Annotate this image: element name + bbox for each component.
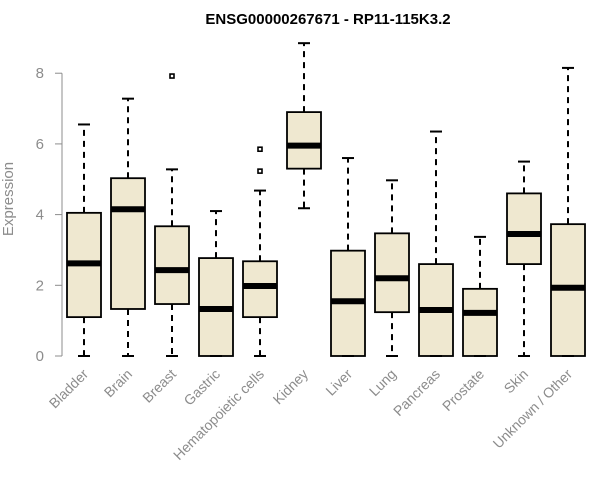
iqr-box [374, 232, 410, 314]
x-tick-label: Skin [501, 366, 532, 397]
iqr-box [242, 260, 278, 319]
box-lung [374, 179, 410, 357]
box-breast [154, 73, 190, 357]
x-tick-label: Brain [101, 366, 135, 400]
box-skin [506, 160, 542, 357]
iqr-box [110, 177, 146, 310]
chart-title: ENSG00000267671 - RP11-115K3.2 [205, 11, 450, 28]
x-tick-label: Kidney [270, 366, 312, 408]
box-liver [330, 157, 366, 357]
box-gastric [198, 210, 234, 357]
x-tick-label: Pancreas [390, 366, 443, 419]
y-axis-ticks: 0 2 4 6 8 [36, 65, 62, 365]
box-hematopoietic-cells [242, 146, 278, 357]
y-tick-label: 4 [36, 207, 44, 224]
y-tick-label: 0 [36, 348, 44, 365]
box-bladder [66, 123, 102, 357]
x-tick-label: Lung [366, 366, 399, 399]
box-unknown-other [550, 66, 586, 357]
box-prostate [462, 235, 498, 357]
boxes [66, 42, 586, 357]
box-pancreas [418, 130, 454, 357]
x-tick-label: Prostate [439, 366, 487, 414]
y-axis-label: Expression [0, 162, 17, 236]
x-tick-label: Bladder [46, 366, 92, 412]
y-tick-label: 2 [36, 277, 44, 294]
x-tick-label: Liver [322, 366, 355, 399]
outlier-point [257, 146, 263, 153]
outlier-point [169, 73, 175, 79]
box-kidney [286, 42, 322, 210]
x-tick-label: Unknown / Other [490, 366, 576, 452]
box-brain [110, 97, 146, 357]
iqr-box [462, 287, 498, 357]
outlier-point [257, 168, 263, 174]
iqr-box [506, 192, 542, 265]
iqr-box [154, 225, 190, 305]
y-tick-label: 6 [36, 136, 44, 153]
x-tick-label: Gastric [180, 366, 223, 409]
y-tick-label: 8 [36, 65, 44, 82]
iqr-box [286, 111, 322, 170]
x-tick-label: Breast [139, 366, 179, 406]
